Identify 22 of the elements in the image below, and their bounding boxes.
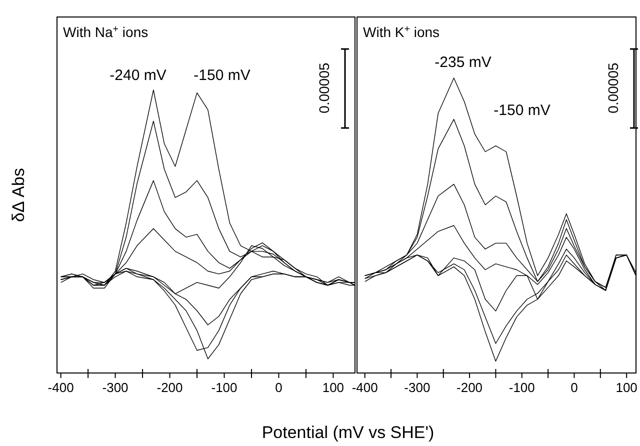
x-axis-title: Potential (mV vs SHE')	[262, 423, 434, 442]
x-tick-label: 100	[322, 380, 344, 395]
text: -240 mV	[110, 67, 166, 84]
annotation: -150 mV	[494, 102, 550, 119]
x-tick-label: -100	[508, 380, 535, 395]
x-tick-label: -200	[456, 380, 483, 395]
x-tick-label: -100	[211, 380, 238, 395]
x-tick-label: -300	[102, 380, 128, 395]
chart-title: With K$^{+}$ ions	[363, 24, 440, 40]
text: -150 mV	[194, 67, 250, 84]
x-tick-label: -400	[352, 380, 378, 395]
x-tick-label: 100	[616, 380, 638, 395]
x-tick-label: 0	[570, 380, 578, 395]
annotation: 0.00005	[605, 62, 621, 114]
annotation: 0.00005	[316, 62, 332, 114]
chart-title: With Na$^{+}$ ions	[63, 24, 148, 40]
x-tick-label: 0	[275, 380, 282, 395]
text: -235 mV	[434, 54, 492, 71]
x-tick-label: -400	[48, 380, 74, 395]
x-tick-label: -300	[404, 380, 430, 395]
y-axis-title: δΔ Abs	[9, 168, 28, 222]
x-tick-label: -200	[156, 380, 183, 395]
